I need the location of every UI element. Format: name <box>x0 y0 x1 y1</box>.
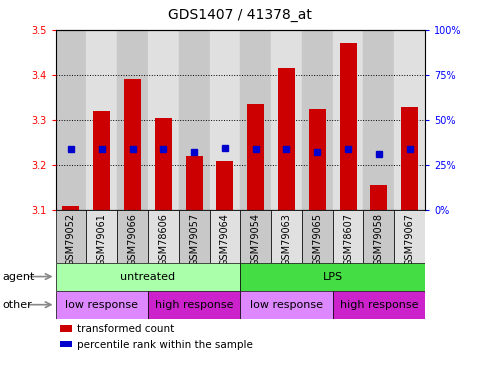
Text: GSM79065: GSM79065 <box>313 213 322 266</box>
Bar <box>60 325 72 332</box>
Text: GSM79054: GSM79054 <box>251 213 261 266</box>
Bar <box>117 30 148 210</box>
Bar <box>247 104 264 210</box>
Text: GSM79064: GSM79064 <box>220 213 230 266</box>
Bar <box>401 106 418 210</box>
Bar <box>271 210 302 262</box>
Bar <box>240 30 271 210</box>
Text: untreated: untreated <box>120 272 175 282</box>
Bar <box>309 109 326 210</box>
Text: agent: agent <box>2 272 35 282</box>
Text: high response: high response <box>155 300 233 310</box>
Bar <box>333 30 364 210</box>
Bar <box>56 262 241 291</box>
Text: low response: low response <box>65 300 138 310</box>
Text: GDS1407 / 41378_at: GDS1407 / 41378_at <box>169 9 312 22</box>
Text: high response: high response <box>340 300 418 310</box>
Text: LPS: LPS <box>323 272 343 282</box>
Bar <box>364 30 394 210</box>
Text: GSM79061: GSM79061 <box>97 213 107 266</box>
Bar <box>56 291 148 319</box>
Text: GSM79063: GSM79063 <box>282 213 291 266</box>
Bar <box>62 206 79 210</box>
Text: GSM79067: GSM79067 <box>405 213 414 266</box>
Bar <box>155 118 172 210</box>
Bar <box>210 210 240 262</box>
Bar <box>86 210 117 262</box>
Bar <box>241 291 333 319</box>
Text: transformed count: transformed count <box>77 324 174 334</box>
Bar <box>210 30 240 210</box>
Bar <box>340 44 356 210</box>
Text: GSM79052: GSM79052 <box>66 213 76 266</box>
Bar <box>93 111 110 210</box>
Bar <box>148 291 241 319</box>
Bar <box>179 210 210 262</box>
Bar <box>86 30 117 210</box>
Bar <box>241 262 425 291</box>
Bar <box>179 30 210 210</box>
Bar <box>364 210 394 262</box>
Bar <box>117 210 148 262</box>
Bar <box>394 30 425 210</box>
Bar <box>216 160 233 210</box>
Text: GSM78606: GSM78606 <box>158 213 168 266</box>
Bar <box>60 340 72 347</box>
Bar <box>302 30 333 210</box>
Bar <box>302 210 333 262</box>
Text: GSM79058: GSM79058 <box>374 213 384 266</box>
Text: low response: low response <box>250 300 323 310</box>
Bar <box>56 210 86 262</box>
Text: other: other <box>2 300 32 310</box>
Bar <box>148 210 179 262</box>
Text: GSM79066: GSM79066 <box>128 213 138 266</box>
Bar <box>333 291 425 319</box>
Bar <box>148 30 179 210</box>
Text: GSM78607: GSM78607 <box>343 213 353 266</box>
Bar <box>370 185 387 210</box>
Bar <box>394 210 425 262</box>
Text: GSM79057: GSM79057 <box>189 213 199 266</box>
Bar <box>271 30 302 210</box>
Bar <box>333 210 364 262</box>
Bar <box>185 156 202 210</box>
Bar <box>278 68 295 210</box>
Text: percentile rank within the sample: percentile rank within the sample <box>77 340 253 350</box>
Bar <box>240 210 271 262</box>
Bar <box>124 80 141 210</box>
Bar <box>56 30 86 210</box>
